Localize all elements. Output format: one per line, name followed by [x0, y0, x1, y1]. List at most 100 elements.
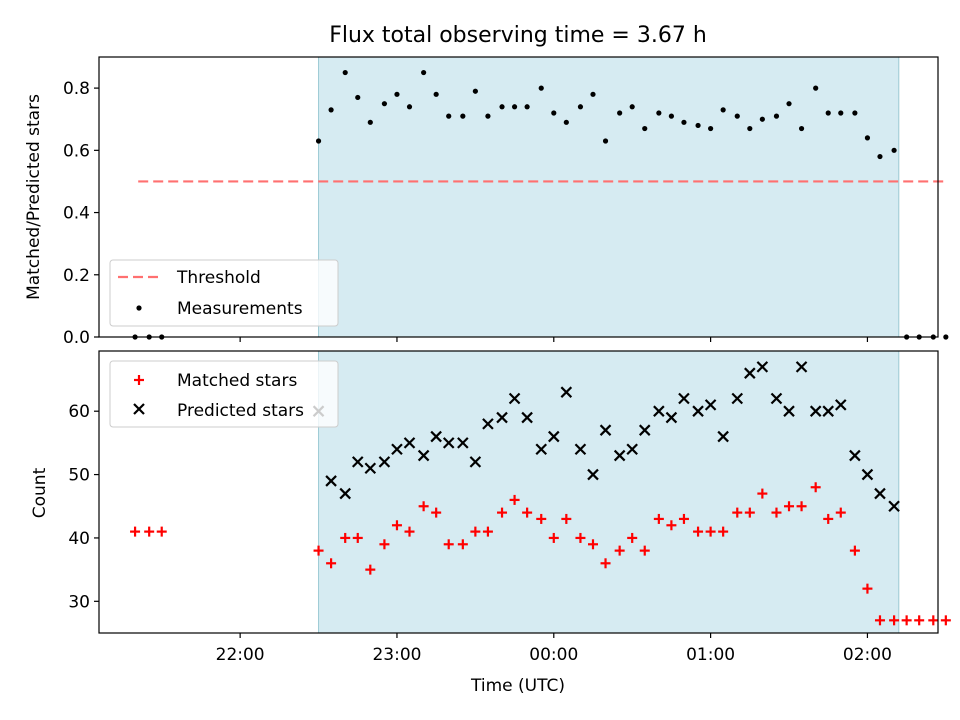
measurement-point	[720, 107, 726, 113]
matched-star-point	[443, 539, 454, 550]
measurement-point	[681, 119, 687, 125]
matched-star-point	[575, 532, 586, 543]
x-tick-label: 23:00	[372, 645, 421, 665]
x-tick-label: 02:00	[843, 645, 892, 665]
matched-star-point	[693, 526, 704, 537]
measurement-point	[406, 104, 413, 110]
matched-star-point	[470, 526, 481, 537]
measurement-point	[734, 113, 740, 119]
measurements-legend-label: Measurements	[177, 299, 303, 319]
measurement-point	[433, 91, 439, 97]
predicted-star-point	[888, 500, 900, 513]
measurement-point	[747, 125, 753, 132]
bottom-legend-box	[109, 360, 339, 428]
predicted-star-point	[535, 443, 548, 456]
measurement-point	[394, 91, 400, 97]
predicted-star-point	[638, 424, 651, 436]
measurement-point	[838, 110, 844, 116]
measurement-point	[813, 85, 819, 91]
measurement-point	[551, 110, 557, 116]
measurement-point	[472, 88, 478, 94]
measurement-point	[563, 119, 569, 125]
measurement-point	[342, 69, 348, 76]
top-legend: Threshold Measurements	[109, 259, 339, 327]
matched-star-point	[313, 545, 324, 556]
measurement-point	[499, 104, 505, 110]
matched-star-point	[914, 615, 925, 626]
predicted-star-point	[795, 361, 808, 373]
matched-star-point	[326, 558, 337, 569]
matched-star-point	[653, 513, 664, 524]
top-legend-box	[109, 259, 339, 327]
matched-star-point	[561, 513, 572, 524]
matched-star-point	[771, 507, 782, 518]
measurement-point	[891, 147, 897, 153]
matched-star-point	[940, 615, 951, 626]
predicted-star-point	[861, 468, 874, 481]
matched-star-point	[862, 583, 873, 594]
matched-star-point	[718, 526, 729, 537]
predicted-star-point	[574, 443, 587, 456]
top-panel: 0.00.20.40.60.8 Matched/Predicted stars …	[24, 56, 949, 348]
measurement-point	[786, 101, 792, 107]
x-tick-label: 01:00	[686, 645, 735, 665]
bottom-y-tick-label: 50	[68, 466, 90, 486]
predicted-star-point	[704, 399, 717, 411]
predicted-star-point	[626, 443, 638, 456]
top-y-axis-label: Matched/Predicted stars	[24, 94, 44, 300]
measurement-point	[315, 138, 322, 144]
predicted-star-point	[756, 361, 769, 373]
matched-star-point	[889, 615, 900, 626]
predicted-star-point	[378, 456, 391, 468]
matched-star-point	[340, 532, 351, 543]
predicted-star-point	[391, 443, 403, 456]
predicted-star-point	[834, 399, 847, 411]
measurement-point	[877, 153, 883, 160]
measurement-point	[355, 94, 361, 101]
x-tick-label: 00:00	[529, 645, 578, 665]
predicted-star-point	[560, 386, 573, 398]
bottom-y-tick-label: 30	[68, 592, 90, 612]
measurement-point	[381, 101, 388, 107]
measurement-point	[577, 104, 584, 110]
predicted-star-point	[548, 430, 560, 443]
matched-star-point	[810, 482, 821, 493]
matched-star-point	[928, 615, 939, 626]
measurement-point	[590, 91, 596, 97]
matched-star-point	[156, 526, 167, 537]
predicted-star-point	[809, 405, 822, 417]
matched-star-point	[784, 501, 795, 512]
matched-star-point	[365, 564, 376, 575]
predicted-star-point	[469, 456, 482, 468]
matched-star-point	[379, 539, 390, 550]
measurement-point	[773, 113, 780, 119]
top-y-tick-label: 0.2	[63, 266, 90, 286]
measurement-point	[943, 334, 949, 340]
matched-star-point	[796, 501, 807, 512]
measurement-point	[825, 110, 831, 116]
measurement-point	[695, 122, 701, 129]
measurement-point	[708, 125, 714, 132]
bottom-y-ticks: 30 40 50 60	[68, 402, 99, 612]
predicted-star-point	[613, 449, 626, 462]
predicted-star-point	[599, 424, 612, 436]
chart-title: Flux total observing time = 3.67 h	[329, 23, 707, 48]
bottom-x-ticks: 22:00 23:00 00:00 01:00 02:00	[216, 633, 892, 665]
matched-star-point	[548, 532, 559, 543]
predicted-stars-legend-swatch	[133, 403, 145, 415]
predicted-stars-legend-label: Predicted stars	[177, 401, 304, 421]
predicted-star-point	[339, 487, 351, 500]
matched-star-point	[823, 513, 834, 524]
matched-star-point	[901, 615, 912, 626]
matched-star-point	[522, 507, 533, 518]
measurement-point	[629, 104, 635, 110]
predicted-star-point	[364, 462, 377, 475]
matched-star-point	[627, 532, 638, 543]
predicted-star-point	[770, 392, 783, 405]
measurement-point	[642, 125, 648, 132]
measurement-point	[367, 119, 373, 125]
predicted-star-point	[678, 392, 690, 405]
top-y-tick-label: 0.4	[63, 204, 90, 224]
measurement-point	[864, 135, 871, 141]
bottom-plot-frame	[98, 350, 939, 634]
